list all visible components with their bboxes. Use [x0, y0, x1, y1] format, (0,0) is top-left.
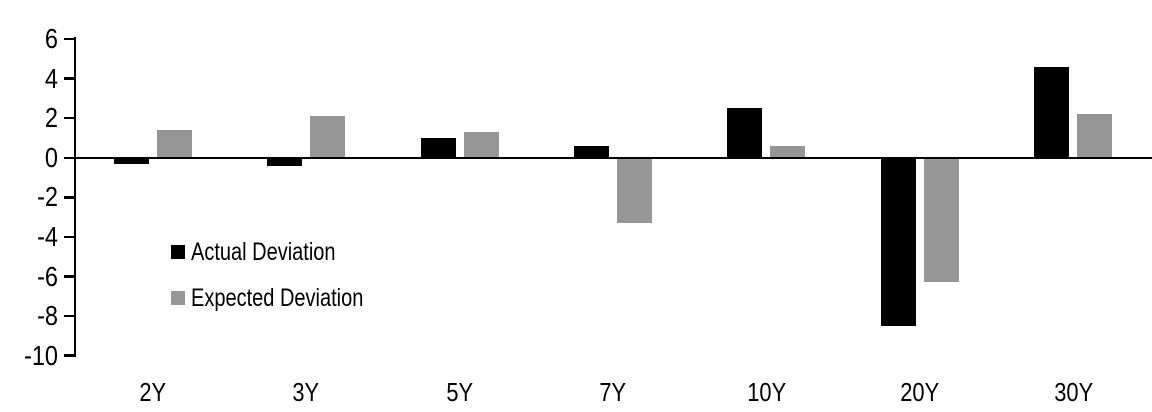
bar-actual-20y — [880, 157, 916, 326]
legend-swatch-expected-icon — [171, 291, 185, 305]
bar-expected-5y — [463, 132, 499, 158]
y-tick-6 — [64, 37, 76, 41]
y-tick--2 — [64, 196, 76, 199]
bar-expected-7y — [617, 157, 652, 224]
legend-label-expected-deviation: Expected Deviation — [191, 284, 364, 312]
y-tick-label-6: 6 — [44, 23, 58, 55]
y-tick-label-2: 2 — [44, 102, 58, 134]
bar-actual-2y — [113, 157, 149, 164]
x-label-5y: 5Y — [446, 377, 473, 407]
y-tick-4 — [64, 77, 76, 80]
y-tick-label-0: 0 — [44, 141, 58, 173]
y-tick-label--4: -4 — [37, 220, 58, 252]
bar-expected-20y — [923, 157, 959, 283]
legend-label-actual-deviation: Actual Deviation — [191, 238, 336, 266]
bar-actual-5y — [420, 138, 456, 158]
x-label-3y: 3Y — [292, 377, 320, 407]
x-label-7y: 7Y — [599, 377, 627, 407]
bar-expected-30y — [1077, 114, 1113, 158]
y-tick--8 — [64, 314, 76, 318]
y-tick--6 — [64, 275, 76, 278]
legend-entry-expected-deviation: Expected Deviation — [171, 284, 406, 312]
x-label-10y: 10Y — [746, 377, 786, 407]
y-tick-label--10: -10 — [24, 339, 58, 371]
y-tick-2 — [64, 116, 76, 120]
bar-expected-10y — [770, 145, 806, 158]
y-tick-label--6: -6 — [37, 260, 58, 292]
bar-actual-30y — [1034, 66, 1070, 158]
y-tick-label--8: -8 — [37, 300, 58, 332]
bar-expected-3y — [310, 116, 346, 158]
x-axis-zero-line — [73, 156, 1152, 160]
y-tick-label-4: 4 — [44, 62, 58, 94]
y-tick--4 — [64, 235, 76, 239]
x-label-30y: 30Y — [1053, 377, 1093, 407]
y-tick-0 — [64, 156, 76, 160]
x-label-2y: 2Y — [139, 377, 167, 407]
y-tick--10 — [64, 354, 76, 357]
bar-actual-10y — [727, 108, 763, 158]
bar-actual-7y — [574, 145, 609, 158]
bar-expected-2y — [156, 130, 192, 158]
legend-entry-actual-deviation: Actual Deviation — [171, 238, 372, 266]
legend-swatch-actual-icon — [171, 245, 185, 259]
x-label-20y: 20Y — [900, 377, 940, 407]
bar-actual-3y — [267, 157, 303, 166]
y-tick-label--2: -2 — [37, 181, 58, 213]
